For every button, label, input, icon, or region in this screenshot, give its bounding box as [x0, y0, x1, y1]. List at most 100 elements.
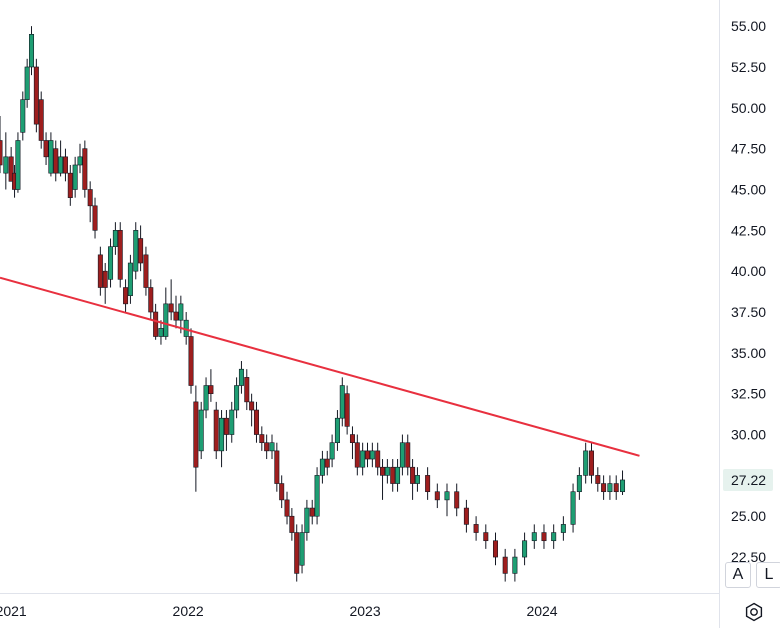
price-tick-label: 35.00 [731, 345, 766, 361]
candle [208, 369, 214, 402]
candle [570, 483, 576, 533]
candle-body [259, 434, 265, 444]
candle [588, 442, 594, 484]
price-tick-label: 47.50 [731, 141, 766, 157]
candle-body [324, 458, 330, 468]
candle [178, 295, 184, 334]
candle-body [24, 66, 30, 100]
candle-body [29, 34, 35, 68]
candle-body [223, 417, 229, 435]
candle [492, 532, 498, 566]
candle-body [354, 442, 360, 468]
candle-body [203, 385, 209, 411]
candle-body [613, 483, 619, 493]
candle [127, 254, 133, 304]
candle [576, 467, 582, 500]
candle-body [583, 450, 589, 476]
candle-body [334, 417, 340, 444]
candle [203, 377, 209, 419]
candle [259, 426, 265, 451]
candle-body [551, 532, 557, 542]
candle [319, 450, 325, 484]
candle [133, 222, 139, 280]
candle-body [127, 262, 133, 296]
time-tick-label: 2024 [526, 603, 557, 619]
candle [334, 410, 340, 451]
candle [163, 287, 169, 340]
candle [15, 132, 21, 193]
candle-body [8, 156, 14, 182]
candle-body [82, 148, 88, 190]
candle-body [588, 450, 594, 476]
candle-body [62, 156, 68, 174]
candle [238, 361, 244, 394]
candle-body [43, 140, 49, 158]
candle-body [454, 491, 460, 509]
candle-body [112, 230, 118, 247]
price-tick-label: 42.50 [731, 222, 766, 238]
candle [434, 483, 440, 509]
log-scale-button[interactable]: L [756, 562, 780, 588]
candle [541, 524, 547, 549]
candle [188, 328, 194, 394]
candle [551, 524, 557, 549]
candle-body [289, 515, 295, 533]
candle-body [193, 401, 199, 468]
candle-body [473, 524, 479, 533]
candle-body [304, 507, 310, 533]
candle-body [284, 499, 290, 517]
price-tick-label: 30.00 [731, 427, 766, 443]
candle [38, 91, 44, 149]
auto-scale-button[interactable]: A [725, 562, 751, 588]
candle [0, 115, 3, 174]
candle [399, 434, 405, 476]
candle [112, 222, 118, 255]
candle [512, 548, 518, 582]
candle [274, 442, 280, 492]
candle-body [399, 442, 405, 468]
candle [102, 263, 108, 304]
candle-body [158, 328, 164, 337]
candle [20, 91, 26, 141]
candle [143, 246, 149, 296]
candle [414, 467, 420, 492]
candle [264, 434, 270, 460]
price-axis[interactable]: 55.00 52.50 50.00 47.50 45.00 42.50 40.00 37.50… [731, 18, 766, 565]
price-tick-label: 55.00 [731, 18, 766, 34]
candle [384, 459, 390, 484]
candle [613, 475, 619, 500]
candle [92, 197, 98, 239]
candle-body [463, 507, 469, 525]
candle [354, 434, 360, 476]
candle [607, 475, 613, 500]
candle [304, 499, 310, 541]
price-tick-label: 22.50 [731, 549, 766, 565]
candle-body [117, 230, 123, 280]
time-axis[interactable]: 2021 2022 2023 2024 [0, 603, 558, 619]
candle-body [595, 475, 601, 484]
candle-body [153, 311, 159, 337]
settings-icon[interactable] [744, 602, 764, 622]
candle-body [620, 479, 626, 493]
candle [583, 442, 589, 484]
trendline [0, 276, 640, 457]
candle-body [229, 409, 235, 435]
candle [269, 434, 275, 460]
candle-body [384, 466, 390, 476]
candle-body [163, 303, 169, 337]
candle-body [208, 385, 214, 394]
candle-body [108, 246, 114, 280]
candle-body [58, 156, 64, 174]
candle [198, 401, 204, 460]
candle-body [395, 466, 401, 484]
candle-body [434, 491, 440, 501]
candle-body [492, 540, 498, 558]
candle-body [410, 466, 416, 484]
candle [405, 434, 411, 476]
candle [289, 508, 295, 541]
candle-body [483, 532, 489, 542]
candle-body [234, 385, 240, 411]
candle [67, 164, 73, 206]
candle-body [314, 475, 320, 517]
